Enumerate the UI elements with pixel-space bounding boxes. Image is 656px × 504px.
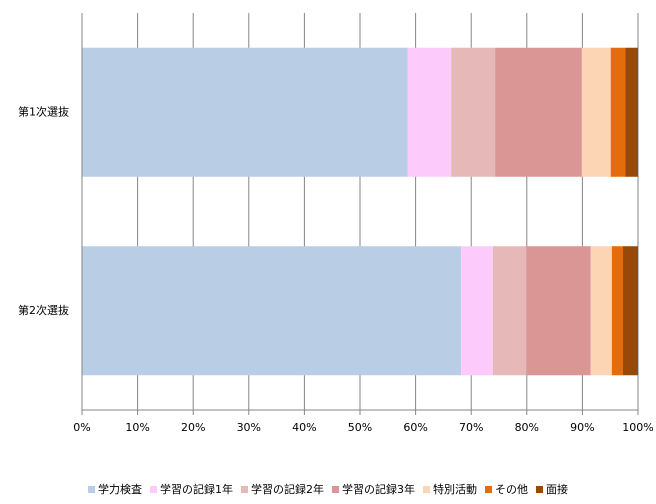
bar-segment [581, 47, 611, 177]
bar-segment [611, 246, 623, 376]
legend-swatch [332, 486, 339, 493]
legend-label: 特別活動 [433, 482, 477, 496]
bar-segment [625, 47, 638, 177]
legend-swatch [423, 486, 430, 493]
legend-swatch [150, 486, 157, 493]
bar-segment [492, 246, 527, 376]
legend-label: 学習の記録1年 [160, 482, 233, 496]
legend-swatch [485, 486, 492, 493]
x-tick-label: 30% [237, 421, 261, 434]
legend-swatch [88, 486, 95, 493]
bar-segment [622, 246, 638, 376]
bar-segment [610, 47, 626, 177]
x-tick-label: 80% [515, 421, 539, 434]
legend-label: 面接 [546, 483, 568, 496]
bar-segment [495, 47, 582, 177]
bar-segment [82, 47, 408, 177]
x-tick-label: 90% [570, 421, 594, 434]
legend-label: 学習の記録3年 [342, 482, 415, 496]
x-tick-label: 10% [125, 421, 149, 434]
y-tick-label: 第2次選抜 [18, 303, 69, 317]
x-tick-label: 60% [403, 421, 427, 434]
bar-segment [407, 47, 452, 177]
bar-segment [590, 246, 612, 376]
bar-segment [526, 246, 591, 376]
y-tick-label: 第1次選抜 [18, 104, 69, 118]
bar-segment [82, 246, 462, 376]
legend-label: その他 [495, 483, 528, 496]
x-tick-label: 0% [73, 421, 90, 434]
x-tick-label: 50% [348, 421, 372, 434]
x-tick-label: 100% [622, 421, 653, 434]
x-tick-label: 20% [181, 421, 205, 434]
legend-label: 学習の記録2年 [251, 482, 324, 496]
bar-segment [461, 246, 493, 376]
legend-label: 学力検査 [98, 482, 142, 496]
legend-swatch [536, 486, 543, 493]
x-tick-label: 70% [459, 421, 483, 434]
bar-segment [451, 47, 496, 177]
x-tick-label: 40% [292, 421, 316, 434]
legend-swatch [241, 486, 248, 493]
